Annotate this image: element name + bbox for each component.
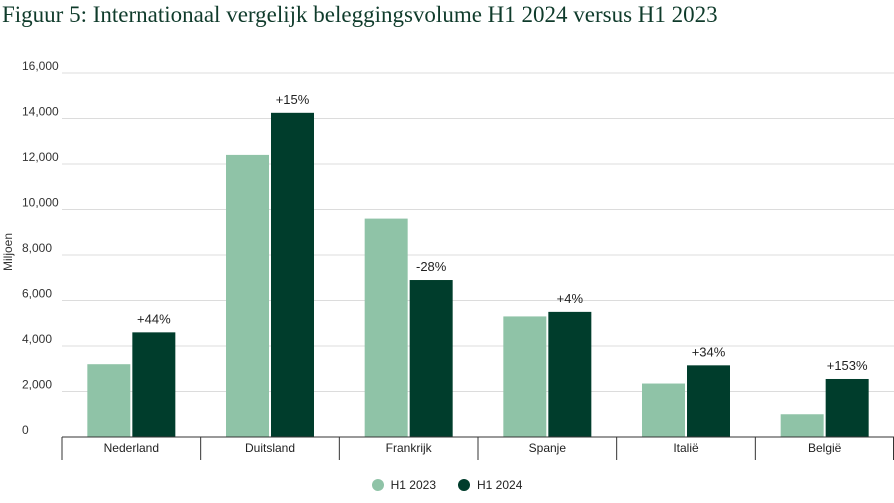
x-tick-label: België <box>808 441 842 455</box>
y-tick-label: 12,000 <box>22 150 59 164</box>
bar-h1-2023 <box>503 316 547 437</box>
bar-h1-2024 <box>132 332 176 437</box>
bar-h1-2024 <box>548 311 592 437</box>
gridlines <box>62 72 894 392</box>
y-tick-label: 0 <box>22 423 29 437</box>
legend-swatch-h1-2024 <box>458 479 470 491</box>
y-tick-label: 6,000 <box>22 287 52 301</box>
bars <box>87 112 869 437</box>
bar-h1-2024 <box>409 280 453 437</box>
bar-h1-2023 <box>87 364 131 437</box>
x-tick-label: Spanje <box>529 441 567 455</box>
bar-h1-2023 <box>642 383 685 437</box>
x-tick-label: Frankrijk <box>386 441 433 455</box>
y-tick-label: 2,000 <box>22 378 52 392</box>
bar-h1-2024 <box>825 378 869 437</box>
percent-change-labels: +44% +15% -28% +4% +34% +153% <box>137 92 868 373</box>
percent-change-label: +153% <box>827 358 868 373</box>
legend-label-h1-2023: H1 2023 <box>390 478 436 492</box>
percent-change-label: +4% <box>557 291 584 306</box>
y-tick-label: 14,000 <box>22 105 59 119</box>
y-tick-label: 8,000 <box>22 241 52 255</box>
legend: H1 2023 H1 2024 <box>0 478 894 492</box>
y-axis-ticks: 0 2,000 4,000 6,000 8,000 10,000 12,000 14,000 1… <box>22 59 59 437</box>
legend-swatch-h1-2023 <box>371 479 384 491</box>
x-tick-label: Nederland <box>104 441 159 455</box>
percent-change-label: +34% <box>692 344 726 359</box>
percent-change-label: +44% <box>137 311 171 326</box>
y-tick-label: 10,000 <box>22 196 59 210</box>
legend-label-h1-2024: H1 2024 <box>477 478 523 492</box>
bar-h1-2023 <box>226 154 269 437</box>
x-tick-label: Duitsland <box>245 441 295 455</box>
x-axis: Nederland Duitsland Frankrijk Spanje Italië B… <box>61 436 894 460</box>
y-tick-label: 4,000 <box>22 332 52 346</box>
bar-h1-2024 <box>687 365 730 437</box>
bar-h1-2023 <box>364 218 408 437</box>
legend-item-h1-2024: H1 2024 <box>458 478 522 492</box>
percent-change-label: +15% <box>276 92 310 107</box>
y-tick-label: 16,000 <box>22 59 59 73</box>
chart-title: Figuur 5: Internationaal vergelijk beleg… <box>2 2 718 27</box>
percent-change-label: -28% <box>416 259 447 274</box>
y-axis-title: Miljoen <box>1 233 15 271</box>
bar-h1-2023 <box>780 414 824 437</box>
x-tick-label: Italië <box>673 441 699 455</box>
legend-item-h1-2023: H1 2023 <box>371 478 436 492</box>
bar-h1-2024 <box>271 112 314 437</box>
